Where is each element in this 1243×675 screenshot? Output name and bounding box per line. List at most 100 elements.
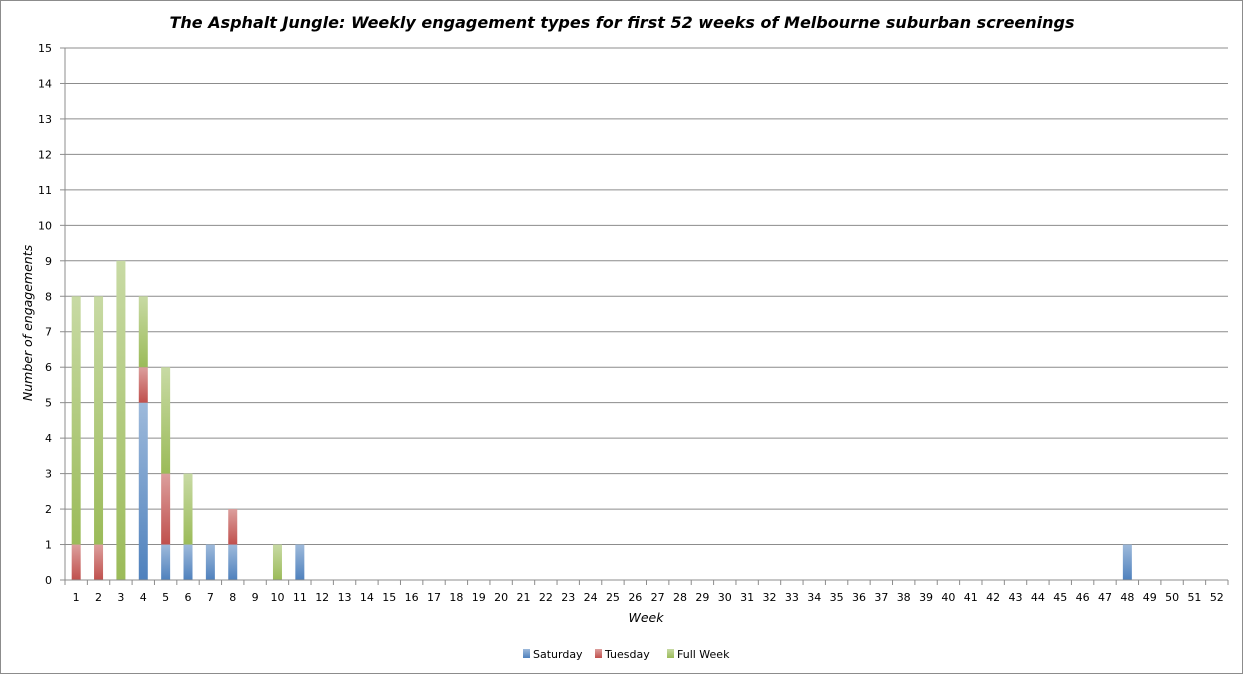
x-axis-title: Week (629, 610, 665, 625)
y-axis-title: Number of engagements (20, 244, 35, 401)
x-tick-label: 8 (229, 591, 236, 604)
y-tick-label: 14 (38, 77, 52, 90)
x-tick-labels: 1 2 3 4 5 6 7 8 9 10 11 12 13 14 15 16 17 18 19 20 21 22 23 24 2… (73, 591, 1224, 604)
x-tick-label: 46 (1076, 591, 1090, 604)
x-tick-label: 50 (1165, 591, 1179, 604)
x-tick-label: 5 (162, 591, 169, 604)
x-tick-label: 21 (516, 591, 530, 604)
y-tick-label: 15 (38, 42, 52, 55)
x-tick-label: 17 (427, 591, 441, 604)
x-tick-label: 44 (1031, 591, 1045, 604)
x-tick-label: 38 (897, 591, 911, 604)
x-tick-label: 26 (628, 591, 642, 604)
chart-title: The Asphalt Jungle: Weekly engagement ty… (169, 13, 1074, 32)
y-tick-label: 3 (45, 468, 52, 481)
x-tick-label: 24 (584, 591, 598, 604)
y-tick-label: 0 (45, 574, 52, 587)
bar-tuesday-week-1 (71, 544, 81, 580)
x-tick-label: 51 (1187, 591, 1201, 604)
x-tick-label: 49 (1143, 591, 1157, 604)
bar-full-week-week-2 (94, 296, 104, 545)
gridlines (65, 47, 1228, 581)
legend-label-full-week: Full Week (677, 648, 730, 661)
x-tick-label: 33 (785, 591, 799, 604)
x-tick-label: 47 (1098, 591, 1112, 604)
bars (71, 260, 1132, 580)
bar-saturday-week-11 (295, 544, 305, 580)
x-tick-label: 43 (1009, 591, 1023, 604)
x-tick-label: 6 (185, 591, 192, 604)
bar-full-week-week-3 (116, 260, 126, 580)
x-tick-label: 36 (852, 591, 866, 604)
x-tick-label: 29 (695, 591, 709, 604)
x-tick-label: 12 (315, 591, 329, 604)
x-tick-label: 22 (539, 591, 553, 604)
x-tick-label: 45 (1053, 591, 1067, 604)
x-tick-label: 14 (360, 591, 374, 604)
x-tick-label: 13 (338, 591, 352, 604)
legend-label-tuesday: Tuesday (604, 648, 650, 661)
y-tick-label: 11 (38, 184, 52, 197)
axes (60, 47, 1229, 585)
bar-full-week-week-6 (183, 473, 193, 545)
bar-tuesday-week-5 (161, 473, 171, 545)
bar-full-week-week-10 (272, 544, 282, 580)
y-tick-label: 2 (45, 503, 52, 516)
x-tick-label: 52 (1210, 591, 1224, 604)
y-tick-label: 1 (45, 539, 52, 552)
y-tick-label: 4 (45, 432, 52, 445)
bar-full-week-week-5 (161, 367, 171, 474)
legend-swatch-full-week (667, 649, 674, 658)
x-tick-label: 20 (494, 591, 508, 604)
legend-swatch-saturday (523, 649, 530, 658)
x-tick-label: 41 (964, 591, 978, 604)
x-tick-label: 37 (874, 591, 888, 604)
x-tick-label: 27 (651, 591, 665, 604)
x-tick-label: 40 (941, 591, 955, 604)
x-tick-label: 32 (763, 591, 777, 604)
y-tick-label: 8 (45, 290, 52, 303)
bar-full-week-week-4 (138, 296, 148, 368)
bar-saturday-week-7 (205, 544, 215, 580)
x-tick-label: 1 (73, 591, 80, 604)
bar-saturday-week-5 (161, 544, 171, 580)
x-tick-label: 11 (293, 591, 307, 604)
y-tick-label: 7 (45, 326, 52, 339)
x-tick-label: 39 (919, 591, 933, 604)
x-tick-label: 25 (606, 591, 620, 604)
legend-label-saturday: Saturday (533, 648, 583, 661)
x-tick-label: 42 (986, 591, 1000, 604)
bar-saturday-week-48 (1122, 544, 1132, 580)
y-tick-label: 13 (38, 113, 52, 126)
x-tick-label: 4 (140, 591, 147, 604)
bar-full-week-week-1 (71, 296, 81, 545)
x-tick-label: 34 (807, 591, 821, 604)
bar-tuesday-week-8 (228, 509, 238, 545)
legend: Saturday Tuesday Full Week (523, 648, 730, 661)
bar-saturday-week-4 (138, 402, 148, 580)
x-tick-label: 19 (472, 591, 486, 604)
x-tick-label: 3 (117, 591, 124, 604)
bar-saturday-week-6 (183, 544, 193, 580)
y-tick-label: 9 (45, 255, 52, 268)
x-tick-label: 28 (673, 591, 687, 604)
x-tick-label: 31 (740, 591, 754, 604)
bar-tuesday-week-4 (138, 367, 148, 403)
x-tick-label: 23 (561, 591, 575, 604)
x-tick-label: 2 (95, 591, 102, 604)
y-tick-label: 5 (45, 397, 52, 410)
x-tick-label: 48 (1120, 591, 1134, 604)
legend-swatch-tuesday (595, 649, 602, 658)
bar-saturday-week-8 (228, 544, 238, 580)
x-tick-label: 16 (405, 591, 419, 604)
x-tick-label: 15 (382, 591, 396, 604)
x-tick-label: 9 (252, 591, 259, 604)
y-tick-label: 6 (45, 361, 52, 374)
x-tick-label: 10 (270, 591, 284, 604)
bar-tuesday-week-2 (94, 544, 104, 580)
x-tick-label: 30 (718, 591, 732, 604)
x-tick-label: 7 (207, 591, 214, 604)
